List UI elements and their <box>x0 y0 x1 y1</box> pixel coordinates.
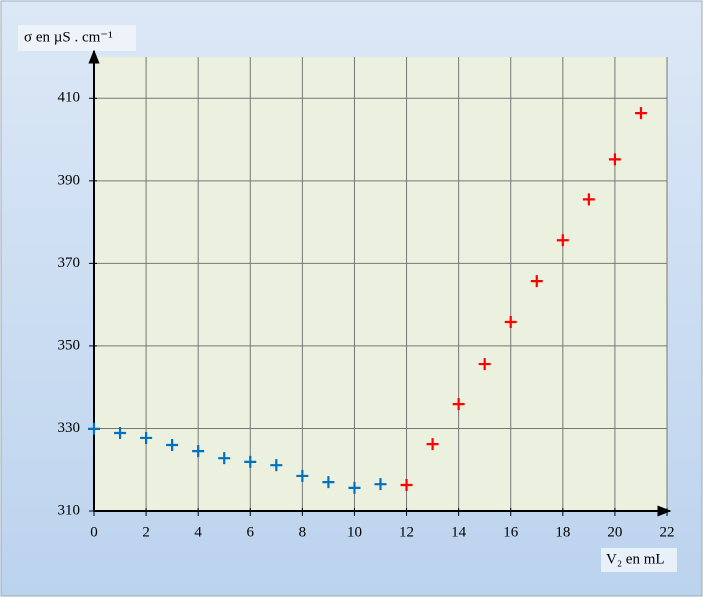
point <box>426 438 439 451</box>
point <box>348 481 361 494</box>
point <box>88 422 100 435</box>
x-tick-label: 12 <box>399 524 414 540</box>
point <box>504 315 517 328</box>
y-tick-label: 390 <box>58 172 81 188</box>
x-tick-label: 6 <box>247 524 255 540</box>
point <box>114 426 127 439</box>
x-tick-label: 16 <box>503 524 519 540</box>
x-tick-label: 2 <box>142 524 150 540</box>
point <box>452 398 465 411</box>
y-tick-label: 350 <box>58 337 81 353</box>
x-tick-label: 22 <box>660 524 675 540</box>
point <box>556 234 569 247</box>
point <box>218 452 231 465</box>
point <box>400 478 413 491</box>
point <box>166 438 179 451</box>
x-tick-label: 4 <box>194 524 202 540</box>
x-tick-label: 20 <box>607 524 622 540</box>
x-tick-label: 18 <box>555 524 570 540</box>
y-tick-label: 370 <box>58 255 81 271</box>
point <box>296 469 309 482</box>
y-tick-label: 310 <box>58 502 81 518</box>
point <box>478 358 491 371</box>
point <box>140 431 153 444</box>
x-axis-label: V₂ en mL <box>606 551 665 567</box>
marks <box>88 107 647 494</box>
x-label-box <box>601 548 677 572</box>
y-label-box <box>18 25 136 51</box>
point <box>244 455 257 468</box>
y-tick-label: 410 <box>58 90 81 106</box>
point <box>374 478 387 491</box>
y-tick-label: 330 <box>58 420 81 436</box>
point <box>582 193 595 206</box>
x-tick-label: 0 <box>90 524 98 540</box>
x-tick-label: 8 <box>299 524 307 540</box>
x-tick-label: 14 <box>451 524 467 540</box>
point <box>530 275 543 288</box>
plot-area <box>94 57 667 511</box>
point <box>192 445 205 458</box>
point <box>270 459 283 472</box>
y-axis-label: σ en µS . cm⁻¹ <box>24 29 113 45</box>
point <box>634 107 647 120</box>
x-tick-label: 10 <box>347 524 362 540</box>
point <box>322 476 335 489</box>
point <box>608 153 621 166</box>
